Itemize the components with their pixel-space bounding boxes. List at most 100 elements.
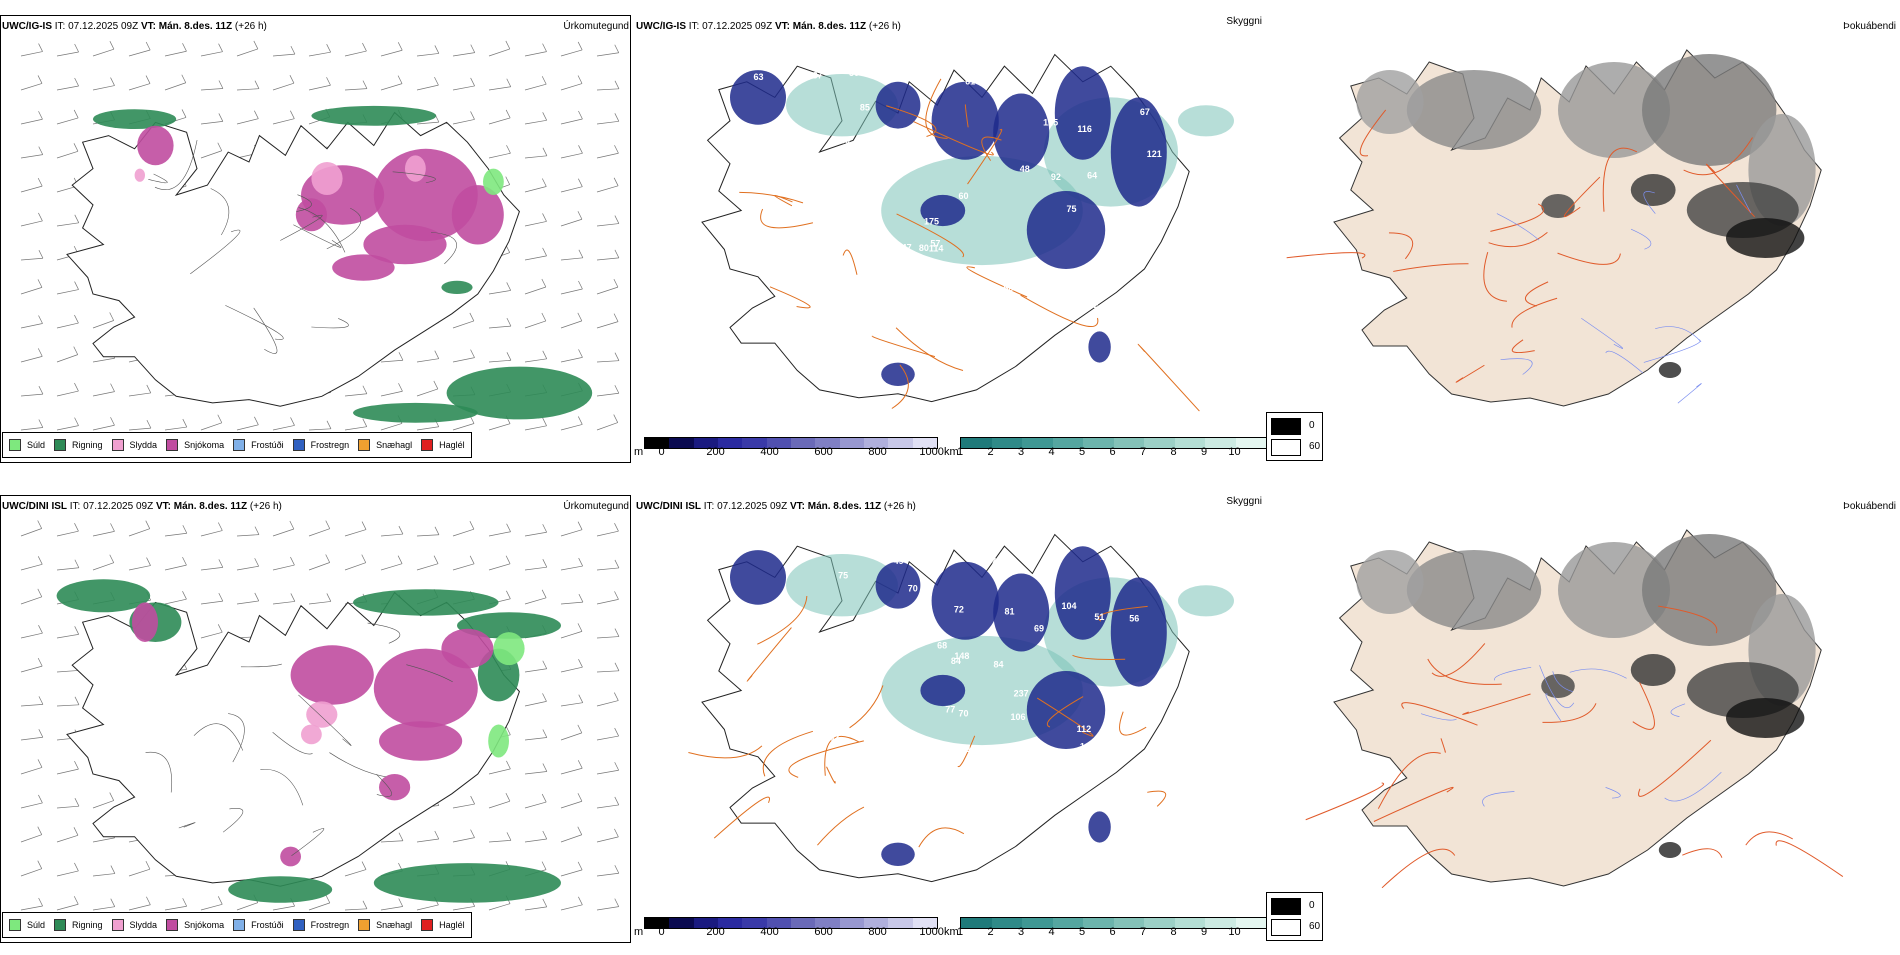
snow-depth-label: 57 (930, 238, 940, 248)
lead-time: (+26 h) (249, 501, 282, 512)
colorbar-segment (1113, 918, 1144, 928)
snow-depth-label: 114 (929, 244, 944, 254)
colorbar-segment (1235, 918, 1266, 928)
visibility-colorbar (960, 437, 1267, 449)
snow-depth-label: 50 (849, 68, 859, 78)
forecast-row-ig-is: UWC/IG-IS IT: 07.12.2025 09Z VT: Mán. 8.… (0, 0, 1900, 475)
colorbar-segment (1205, 918, 1236, 928)
colorbar-segment (839, 438, 864, 448)
colorbar-segment (645, 918, 670, 928)
colorbar-segment (669, 438, 694, 448)
fog-index-area (1356, 550, 1424, 614)
colorbar-ticks: 1 2 3 4 5 6 7 8 9 10 (956, 926, 1265, 940)
snow-depth-label: 62 (829, 733, 839, 743)
snow-depth-label: 60 (959, 191, 969, 201)
snow-depth-label: 82 (872, 231, 882, 241)
snow-depth-label: 92 (1113, 296, 1123, 306)
panel-title-fog: Þokuábendi (1843, 21, 1896, 32)
rain-area (353, 589, 499, 616)
colorbar-unit: m (634, 926, 644, 938)
init-time: 07.12.2025 09Z (717, 501, 788, 512)
low-visibility-area (786, 74, 898, 137)
snow-depth-area (993, 93, 1050, 172)
colorbar-tick-label: 9 (1200, 446, 1208, 458)
fog-map (1305, 529, 1844, 889)
colorbar-segment (1144, 918, 1175, 928)
colorbar-segment (815, 918, 840, 928)
colorbar-tick-label: 1000 (919, 926, 944, 938)
legend-label: Súld (27, 920, 46, 930)
fog-legend: 0 60 (1266, 412, 1323, 461)
snow-depth-label: 92 (1051, 172, 1061, 182)
legend-item: Haglél (421, 439, 465, 451)
snow-depth-label: 98 (776, 690, 786, 700)
snow-depth-label: 125 (787, 747, 802, 757)
snow-depth-area (1054, 66, 1111, 160)
colorbar-segment (766, 918, 791, 928)
fog-legend-light-label: 60 (1309, 921, 1321, 932)
fog-index-area (1658, 362, 1682, 378)
snow-depth-label: 85 (1115, 250, 1125, 260)
fog-legend-light-swatch (1271, 439, 1301, 456)
colorbar-unit: m (634, 446, 644, 458)
legend-swatch (9, 919, 21, 931)
snow-depth-label: 39 (768, 264, 778, 274)
snow-depth-label: 226 (757, 182, 772, 192)
snow-depth-area (1088, 811, 1111, 843)
snow-depth-label: 85 (818, 211, 828, 221)
visibility-map: 1259675104705255555169561441068461491407… (688, 533, 1234, 883)
fog-index-area (1726, 218, 1805, 258)
colorbar-tick-label: 7 (1139, 446, 1147, 458)
snow-depth-label: 69 (1020, 265, 1030, 275)
snow-depth-label: 56 (784, 278, 794, 288)
legend-swatch (358, 919, 371, 931)
snow-depth-label: 140 (758, 267, 773, 277)
snow-depth-label: 75 (1067, 204, 1077, 214)
snow-area (379, 774, 411, 801)
colorbar-tick-label: 2 (987, 926, 994, 938)
snow-depth-label: 75 (838, 570, 848, 580)
snow-depth-label: 131 (1034, 292, 1049, 302)
colorbar-ticks: 1 2 3 4 5 6 7 8 9 10 (957, 446, 1265, 460)
snow-depth-label: 147 (897, 243, 912, 253)
snow-area (332, 254, 395, 281)
legend-item: Snjókoma (166, 919, 224, 931)
colorbar-segment (1174, 438, 1205, 448)
fog-index-area (1726, 698, 1805, 738)
snow-depth-label: 64 (1087, 171, 1097, 181)
legend-item: Súld (9, 919, 45, 931)
rain-area (457, 612, 561, 639)
snow-depth-label: 67 (1085, 268, 1095, 278)
snow-depth-label: 116 (1077, 124, 1092, 134)
snow-depth-label: 51 (817, 721, 827, 731)
colorbar-tick-label: 600 (814, 446, 833, 458)
colorbar-tick-label: 400 (760, 926, 779, 938)
snow-depth-label: 68 (870, 181, 880, 191)
colorbar-segment (991, 438, 1022, 448)
low-visibility-area (1178, 105, 1234, 137)
snow-depth-label: 67 (1140, 107, 1150, 117)
snow-depth-label: 63 (753, 72, 763, 82)
colorbar-tick-label: 5 (1078, 446, 1086, 458)
forecast-row-dini-isl: UWC/DINI ISL IT: 07.12.2025 09Z VT: Mán.… (0, 480, 1900, 955)
init-time: 07.12.2025 09Z (68, 21, 139, 32)
fog-legend-dark-swatch (1271, 418, 1301, 435)
colorbar-tick-label: 0 (658, 926, 665, 938)
snow-depth-label: 69 (1034, 623, 1044, 633)
legend-item: Slydda (111, 919, 157, 931)
colorbar-segment (815, 438, 840, 448)
precip-map-frame (0, 495, 631, 943)
snow-depth-area (1110, 577, 1167, 687)
valid-time-label: VT: (789, 501, 805, 512)
snow-area (441, 628, 494, 669)
panel-header: UWC/DINI ISL IT: 07.12.2025 09Z VT: Mán.… (2, 501, 282, 512)
legend-label: Snjókoma (184, 440, 225, 450)
legend-item: Frostúði (233, 439, 284, 451)
sleet-area (405, 155, 426, 182)
colorbar-tick-label: 200 (706, 926, 725, 938)
legend-swatch (292, 919, 305, 931)
colorbar-tick-label: 1 (956, 926, 964, 938)
colorbar-segment (1174, 918, 1205, 928)
rain-area (311, 105, 437, 126)
snow-depth-area (1054, 546, 1111, 640)
